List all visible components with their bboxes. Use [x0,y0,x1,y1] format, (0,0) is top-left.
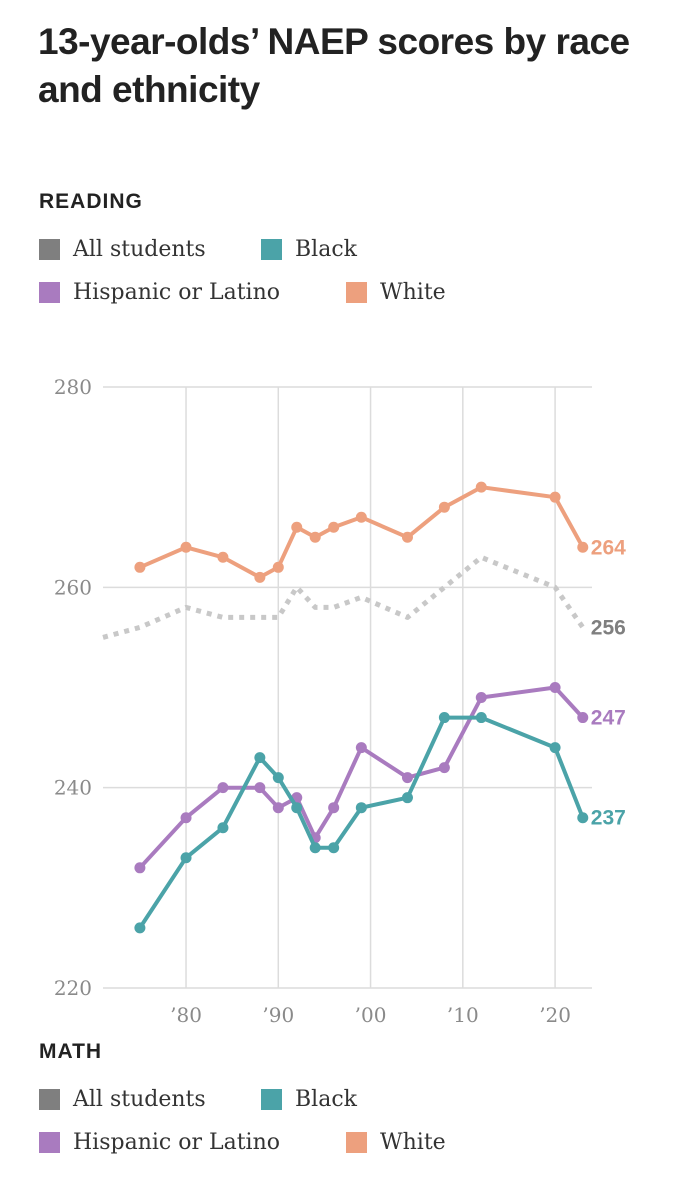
y-tick-label-280: 280 [54,375,92,399]
data-point-white-1990 [272,561,284,573]
y-tick-label-220: 220 [54,976,92,1000]
x-tick-label-2010: ’10 [447,1003,479,1027]
legend-label-all-students: All students [73,1086,206,1112]
data-point-hispanic-1984 [217,782,229,794]
data-point-black-1999 [355,802,367,814]
x-tick-label-1990: ’90 [262,1003,294,1027]
data-point-hispanic-1980 [180,812,192,824]
data-point-black-1984 [217,822,229,834]
y-tick-label-240: 240 [54,776,92,800]
swatch-hispanic [39,281,60,303]
data-point-hispanic-1996 [328,802,340,814]
legend-item-white[interactable]: White [346,1127,446,1157]
reading-line-chart: 220 240 260 280 ’80 ’90 ’00 ’10 ’20 256 264 247 237 [54,375,626,1027]
data-point-hispanic-2004 [401,772,413,784]
end-label-black: 237 [591,807,626,830]
end-label-hispanic: 247 [591,707,626,730]
legend-label-hispanic: Hispanic or Latino [73,279,281,305]
legend-label-all-students: All students [73,236,206,262]
legend-item-hispanic[interactable]: Hispanic or Latino [39,1127,280,1157]
legend-item-all-students[interactable]: All students [39,1084,206,1114]
legend-item-all-students[interactable]: All students [39,234,206,264]
data-point-hispanic-1990 [272,802,284,814]
data-point-white-1992 [291,521,303,533]
data-point-black-1996 [328,842,340,854]
data-point-black-1988 [254,752,266,764]
data-point-hispanic-1999 [355,742,367,754]
data-point-white-2023 [577,541,589,553]
legend-item-white[interactable]: White [346,277,446,307]
data-point-hispanic-2020 [549,682,561,693]
data-point-white-1975 [134,561,146,573]
series-line-white [137,485,585,580]
data-point-black-2023 [577,812,589,824]
x-tick-label-2000: ’00 [355,1003,387,1027]
data-point-white-2012 [475,481,487,493]
swatch-black [261,1088,282,1110]
data-point-black-1992 [291,802,303,814]
legend-label-white: White [380,1129,446,1155]
series-line-all [102,554,585,640]
data-point-black-1994 [309,842,321,854]
data-point-hispanic-2008 [438,762,450,774]
x-tick-label-1980: ’80 [170,1003,202,1027]
swatch-white [346,1131,367,1153]
data-point-white-1994 [309,531,321,543]
swatch-all-students [39,238,60,260]
data-point-hispanic-2023 [577,712,589,724]
data-point-hispanic-2012 [475,692,487,704]
legend-label-white: White [380,279,446,305]
y-tick-label-260: 260 [54,575,92,599]
series-line-black [137,715,585,930]
data-point-white-1996 [328,521,340,533]
legend-item-black[interactable]: Black [261,1084,357,1114]
legend-label-hispanic: Hispanic or Latino [73,1129,281,1155]
series-line-hispanic [137,685,585,870]
data-point-black-2020 [549,742,561,754]
reading-section-label: READING [39,190,143,213]
chart-title: 13-year-olds’ NAEP scores by race and et… [38,21,630,110]
swatch-all-students [39,1088,60,1110]
data-point-white-1988 [254,571,266,583]
data-point-white-1999 [355,511,367,523]
data-point-white-1984 [217,551,229,563]
legend-item-black[interactable]: Black [261,234,357,264]
math-section-label: MATH [39,1040,103,1063]
x-tick-label-2020: ’20 [539,1003,571,1027]
data-point-white-1980 [180,541,192,553]
data-point-black-2004 [401,792,413,804]
data-point-black-1975 [134,922,146,934]
swatch-black [261,238,282,260]
legend-label-black: Black [295,1086,357,1112]
data-point-hispanic-1975 [134,862,146,874]
end-label-all: 256 [591,616,626,639]
swatch-hispanic [39,1131,60,1153]
swatch-white [346,281,367,303]
data-point-black-1980 [180,852,192,864]
data-point-white-2008 [438,501,450,513]
legend-label-black: Black [295,236,357,262]
end-label-white: 264 [591,536,626,559]
data-point-black-2008 [438,712,450,724]
data-point-white-2004 [401,531,413,543]
data-point-black-2012 [475,712,487,724]
legend-item-hispanic[interactable]: Hispanic or Latino [39,277,280,307]
data-point-black-1990 [272,772,284,784]
data-point-hispanic-1988 [254,782,266,794]
data-point-white-2020 [549,491,561,503]
